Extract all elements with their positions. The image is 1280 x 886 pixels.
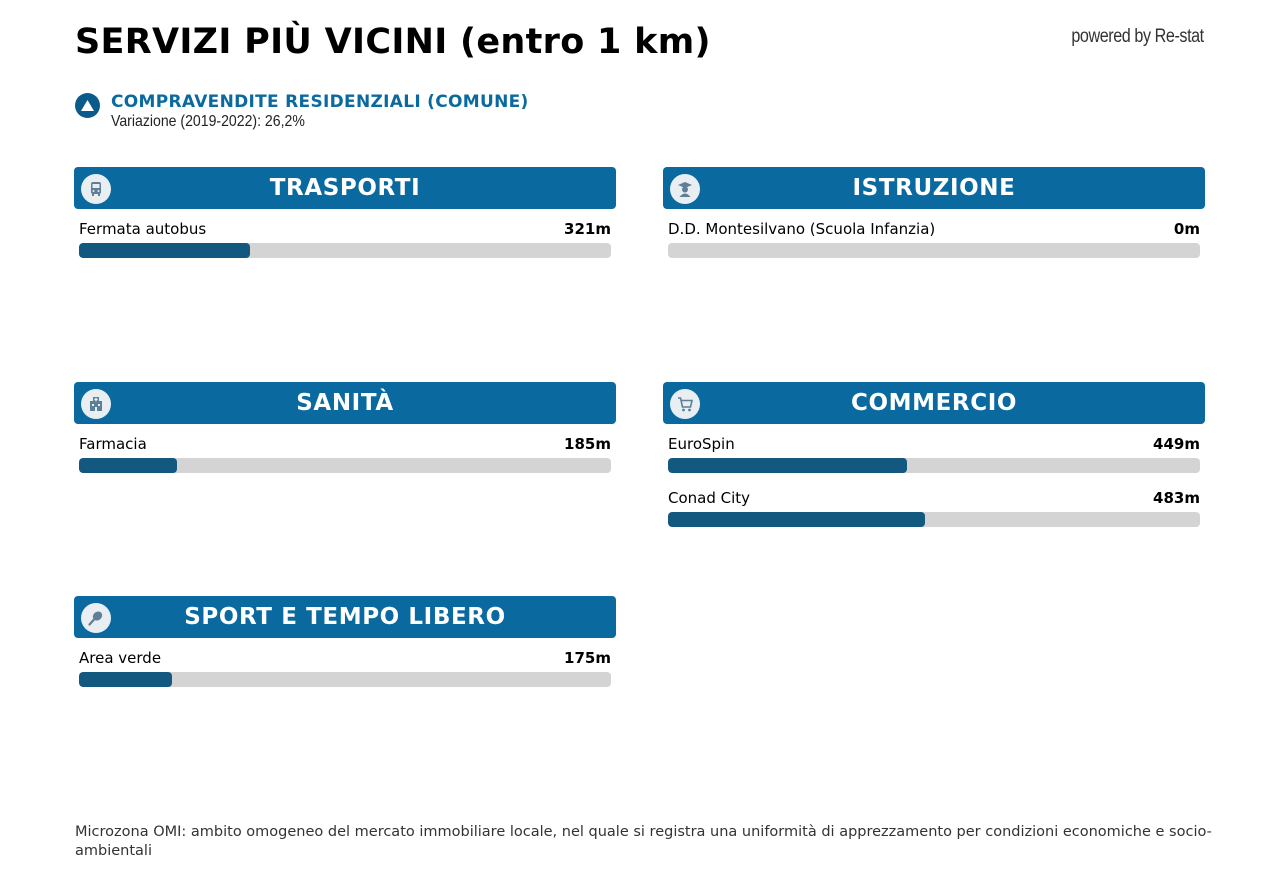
shopping-cart-icon [670, 389, 700, 419]
service-item: Area verde 175m [74, 648, 616, 687]
section-commercio: COMMERCIO EuroSpin 449m Conad City 483m [663, 382, 1205, 527]
powered-by-label: powered by Re-stat [1071, 26, 1205, 47]
service-row: Area verde 175m [79, 648, 611, 668]
service-item: Farmacia 185m [74, 434, 616, 473]
student-icon [670, 174, 700, 204]
item-list: D.D. Montesilvano (Scuola Infanzia) 0m [663, 219, 1205, 258]
section-title: SPORT E TEMPO LIBERO [184, 604, 506, 630]
service-distance: 185m [564, 435, 611, 453]
section-header: ISTRUZIONE [663, 167, 1205, 209]
item-list: Farmacia 185m [74, 434, 616, 473]
item-list: EuroSpin 449m Conad City 483m [663, 434, 1205, 527]
distance-bar-fill [79, 458, 178, 473]
distance-bar-track [668, 512, 1200, 527]
distance-bar-track [79, 458, 611, 473]
distance-bar-fill [668, 458, 907, 473]
service-row: D.D. Montesilvano (Scuola Infanzia) 0m [668, 219, 1200, 239]
section-sport: SPORT E TEMPO LIBERO Area verde 175m [74, 596, 616, 687]
section-header: SANITÀ [74, 382, 616, 424]
item-list: Fermata autobus 321m [74, 219, 616, 258]
stat-block: COMPRAVENDITE RESIDENZIALI (COMUNE) Vari… [75, 92, 529, 132]
section-trasporti: TRASPORTI Fermata autobus 321m [74, 167, 616, 258]
bus-icon [81, 174, 111, 204]
page-title: SERVIZI PIÙ VICINI (entro 1 km) [75, 22, 711, 62]
distance-bar-fill [79, 243, 250, 258]
section-sanita: SANITÀ Farmacia 185m [74, 382, 616, 473]
section-istruzione: ISTRUZIONE D.D. Montesilvano (Scuola Inf… [663, 167, 1205, 258]
section-header: COMMERCIO [663, 382, 1205, 424]
service-name: Fermata autobus [79, 220, 207, 238]
service-name: Area verde [79, 649, 162, 667]
service-name: Farmacia [79, 435, 147, 453]
service-row: EuroSpin 449m [668, 434, 1200, 454]
distance-bar-track [79, 243, 611, 258]
distance-bar-fill [79, 672, 173, 687]
footnote: Microzona OMI: ambito omogeneo del merca… [75, 824, 1212, 859]
distance-bar-track [79, 672, 611, 687]
service-item: EuroSpin 449m [663, 434, 1205, 473]
service-item: Fermata autobus 321m [74, 219, 616, 258]
distance-bar-track [668, 458, 1200, 473]
section-header: TRASPORTI [74, 167, 616, 209]
stat-subtitle: Variazione (2019-2022): 26,2% [111, 113, 305, 130]
hospital-icon [81, 389, 111, 419]
service-name: Conad City [668, 489, 751, 507]
service-item: Conad City 483m [663, 488, 1205, 527]
service-item: D.D. Montesilvano (Scuola Infanzia) 0m [663, 219, 1205, 258]
section-header: SPORT E TEMPO LIBERO [74, 596, 616, 638]
stat-title: COMPRAVENDITE RESIDENZIALI (COMUNE) [111, 92, 529, 112]
distance-bar-track [668, 243, 1200, 258]
service-distance: 483m [1153, 489, 1200, 507]
service-distance: 0m [1173, 220, 1200, 238]
service-row: Farmacia 185m [79, 434, 611, 454]
service-distance: 175m [564, 649, 611, 667]
service-distance: 449m [1153, 435, 1200, 453]
tennis-racket-icon [81, 603, 111, 633]
section-title: COMMERCIO [850, 390, 1018, 416]
service-distance: 321m [564, 220, 611, 238]
section-title: SANITÀ [296, 390, 394, 416]
service-name: EuroSpin [668, 435, 735, 453]
section-title: TRASPORTI [269, 175, 421, 201]
section-title: ISTRUZIONE [852, 175, 1016, 201]
service-row: Conad City 483m [668, 488, 1200, 508]
service-name: D.D. Montesilvano (Scuola Infanzia) [668, 220, 936, 238]
triangle-icon [75, 93, 100, 118]
item-list: Area verde 175m [74, 648, 616, 687]
service-row: Fermata autobus 321m [79, 219, 611, 239]
distance-bar-fill [668, 512, 925, 527]
